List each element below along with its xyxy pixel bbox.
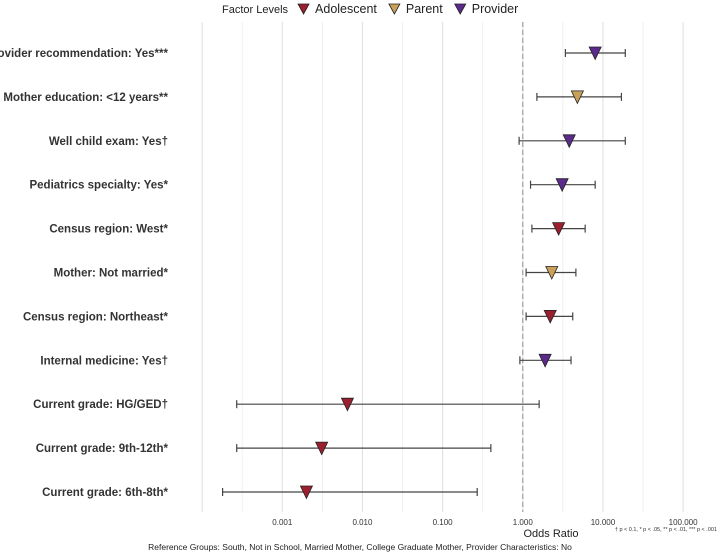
odds-ratio-marker xyxy=(551,222,566,237)
legend-marker xyxy=(454,3,467,15)
odds-ratio-marker xyxy=(538,353,552,368)
legend-item-provider: Provider xyxy=(454,2,519,16)
x-tick-label: 0.010 xyxy=(352,518,373,527)
row-well-child-exam-yes: Well child exam: Yes† xyxy=(49,134,626,149)
legend-marker xyxy=(388,3,401,15)
legend-label: Provider xyxy=(472,2,519,16)
row-pediatrics-specialty-yes: Pediatrics specialty: Yes* xyxy=(29,178,596,193)
row-mother-education-12-years: Mother education: <12 years** xyxy=(3,90,623,105)
row-mother-not-married: Mother: Not married* xyxy=(54,266,577,280)
y-axis-label: Mother education: <12 years** xyxy=(3,92,168,104)
row-current-grade-6th-8th: Current grade: 6th-8th* xyxy=(42,485,478,500)
odds-ratio-marker xyxy=(562,134,576,149)
x-axis-label: Odds Ratio xyxy=(523,528,578,540)
y-axis-label: Census region: Northeast* xyxy=(23,311,169,323)
y-axis-label: Mother: Not married* xyxy=(54,268,169,280)
row-provider-recommendation-yes: Provider recommendation: Yes*** xyxy=(0,46,626,61)
odds-ratio-marker xyxy=(543,310,557,324)
row-current-grade-hg-ged: Current grade: HG/GED† xyxy=(33,397,540,412)
y-axis-label: Census region: West* xyxy=(49,224,168,236)
row-census-region-northeast: Census region: Northeast* xyxy=(23,310,574,324)
row-current-grade-9th-12th: Current grade: 9th-12th* xyxy=(36,441,492,456)
odds-ratio-marker xyxy=(299,485,314,500)
y-axis-label: Current grade: HG/GED† xyxy=(33,399,168,411)
odds-ratio-marker xyxy=(570,90,585,105)
x-tick-label: 1.000 xyxy=(513,518,534,527)
grid-lines xyxy=(201,22,684,512)
legend-label: Adolescent xyxy=(315,2,377,16)
odds-ratio-marker xyxy=(340,397,355,412)
y-axis-label: Pediatrics specialty: Yes* xyxy=(29,180,168,192)
x-tick-label: 0.001 xyxy=(272,518,293,527)
plot-rows: Provider recommendation: Yes*** Mother ed… xyxy=(0,46,626,500)
y-axis-label: Current grade: 6th-8th* xyxy=(42,487,168,499)
y-axis-label: Provider recommendation: Yes*** xyxy=(0,48,169,60)
significance-note: † p < 0.1, * p < .05, ** p < .01, *** p … xyxy=(615,527,717,533)
x-tick-label: 0.100 xyxy=(433,518,454,527)
row-internal-medicine-yes: Internal medicine: Yes† xyxy=(40,353,572,368)
legend-marker xyxy=(297,3,310,15)
odds-ratio-marker xyxy=(545,266,559,280)
odds-ratio-marker xyxy=(315,441,329,456)
y-axis-label: Well child exam: Yes† xyxy=(49,136,168,148)
legend-item-adolescent: Adolescent xyxy=(297,2,377,16)
legend-title: Factor Levels xyxy=(222,4,289,16)
x-tick-label: 100.000 xyxy=(669,518,698,527)
legend-label: Parent xyxy=(406,2,443,16)
y-axis-label: Internal medicine: Yes† xyxy=(40,355,168,367)
odds-ratio-marker xyxy=(588,46,602,61)
legend: Factor Levels Adolescent Parent Provider xyxy=(222,2,518,16)
y-axis-label: Current grade: 9th-12th* xyxy=(36,443,169,455)
odds-ratio-marker xyxy=(555,178,569,193)
reference-groups-caption: Reference Groups: South, Not in School, … xyxy=(148,542,572,552)
row-census-region-west: Census region: West* xyxy=(49,222,586,237)
x-axis-ticks: 0.001 0.010 0.100 1.000 10.000 100.000 xyxy=(272,518,698,527)
x-tick-label: 10.000 xyxy=(591,518,616,527)
legend-item-parent: Parent xyxy=(388,2,443,16)
